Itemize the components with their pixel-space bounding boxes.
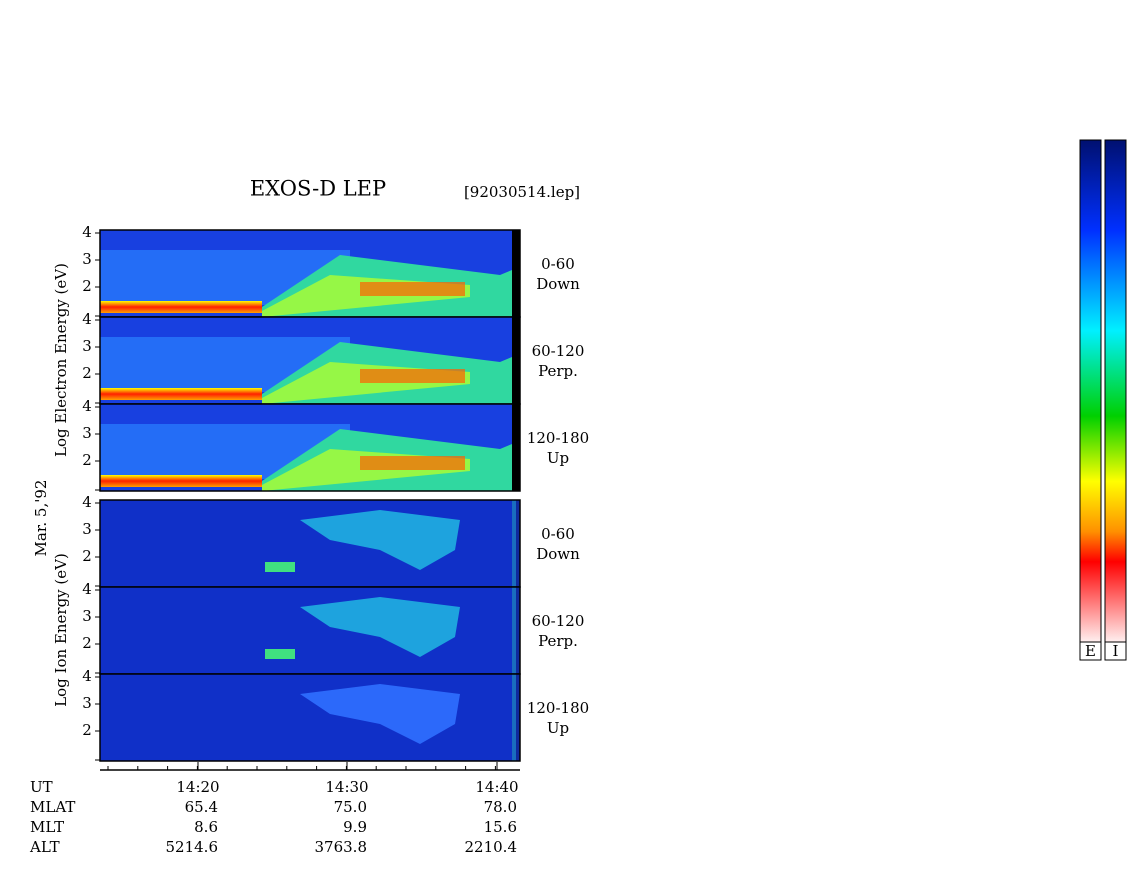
spectrogram-band bbox=[100, 388, 262, 400]
spectrogram-ion bbox=[300, 684, 460, 744]
y-tick-label: 4 bbox=[82, 397, 92, 415]
y-tick-label: 2 bbox=[82, 451, 92, 469]
spectrogram-red bbox=[360, 282, 465, 296]
y-tick-label: 3 bbox=[82, 337, 92, 355]
spectrogram-strip bbox=[512, 500, 520, 587]
footer-value: 8.6 bbox=[194, 818, 218, 836]
spectrogram-bg bbox=[100, 587, 520, 674]
y-tick-label: 3 bbox=[82, 694, 92, 712]
spectrogram-red bbox=[360, 456, 465, 470]
group-label: Log Ion Energy (eV) bbox=[52, 553, 70, 707]
spectrogram-blob bbox=[265, 562, 295, 572]
panel-direction: Up bbox=[547, 449, 569, 467]
colorbar-label: E bbox=[1085, 642, 1096, 660]
spectrogram-edge bbox=[512, 674, 516, 761]
y-tick-label: 2 bbox=[82, 364, 92, 382]
y-tick-label: 3 bbox=[82, 607, 92, 625]
file-name: [92030514.lep] bbox=[464, 183, 580, 201]
spectrogram-edge bbox=[512, 587, 516, 674]
y-tick-label: 4 bbox=[82, 667, 92, 685]
panel-direction: Perp. bbox=[538, 632, 578, 650]
y-tick-label: 4 bbox=[82, 310, 92, 328]
panel-angle: 60-120 bbox=[532, 612, 585, 630]
footer-value: 2210.4 bbox=[465, 838, 518, 856]
spectrogram-strip bbox=[512, 404, 520, 491]
footer-value: 15.6 bbox=[484, 818, 517, 836]
y-tick-label: 4 bbox=[82, 580, 92, 598]
footer-value: 5214.6 bbox=[166, 838, 219, 856]
spectrogram-ion bbox=[300, 597, 460, 657]
title: EXOS-D LEP bbox=[250, 177, 386, 201]
footer-label: UT bbox=[30, 778, 53, 796]
spectrogram-edge bbox=[512, 500, 516, 587]
footer-value: 9.9 bbox=[343, 818, 367, 836]
colorbar-label: I bbox=[1113, 642, 1119, 660]
spectrogram-blob bbox=[265, 649, 295, 659]
colorbar bbox=[1104, 139, 1127, 643]
panel-frame bbox=[99, 403, 521, 492]
panel-frame bbox=[99, 673, 521, 762]
x-tick-label: 14:30 bbox=[325, 778, 368, 796]
panel-angle: 120-180 bbox=[527, 699, 589, 717]
y-tick-label: 3 bbox=[82, 250, 92, 268]
y-tick-label: 4 bbox=[82, 223, 92, 241]
spectrogram-bg bbox=[100, 674, 520, 761]
x-tick-label: 14:20 bbox=[176, 778, 219, 796]
panel-angle: 60-120 bbox=[532, 342, 585, 360]
footer-value: 65.4 bbox=[185, 798, 218, 816]
spectrogram-strip bbox=[512, 317, 520, 404]
panel-angle: 120-180 bbox=[527, 429, 589, 447]
spectrogram-ion bbox=[300, 510, 460, 570]
spectrogram-strip bbox=[512, 230, 520, 317]
panel-angle: 0-60 bbox=[541, 525, 575, 543]
panel-direction: Up bbox=[547, 719, 569, 737]
y-tick-label: 2 bbox=[82, 721, 92, 739]
panel-direction: Perp. bbox=[538, 362, 578, 380]
panel-direction: Down bbox=[536, 545, 580, 563]
footer-value: 3763.8 bbox=[315, 838, 368, 856]
spectrogram-strip bbox=[512, 587, 520, 674]
x-tick-label: 14:40 bbox=[475, 778, 518, 796]
colorbar-label-box bbox=[1079, 641, 1102, 661]
y-tick-label: 2 bbox=[82, 547, 92, 565]
footer-label: MLAT bbox=[30, 798, 75, 816]
spectrogram-band bbox=[100, 475, 262, 487]
date: Mar. 5,'92 bbox=[32, 480, 50, 557]
footer-label: ALT bbox=[29, 838, 60, 856]
y-tick-label: 3 bbox=[82, 520, 92, 538]
spectrogram-red bbox=[360, 369, 465, 383]
y-tick-label: 2 bbox=[82, 634, 92, 652]
panel-angle: 0-60 bbox=[541, 255, 575, 273]
y-tick-label: 4 bbox=[82, 493, 92, 511]
spectrogram-band bbox=[100, 301, 262, 313]
colorbar bbox=[1079, 139, 1102, 643]
footer-value: 78.0 bbox=[484, 798, 517, 816]
spectrogram-strip bbox=[512, 674, 520, 761]
footer-value: 75.0 bbox=[334, 798, 367, 816]
y-tick-label: 3 bbox=[82, 424, 92, 442]
y-tick-label: 2 bbox=[82, 277, 92, 295]
group-label: Log Electron Energy (eV) bbox=[52, 263, 70, 457]
spectrogram-bg bbox=[100, 500, 520, 587]
footer-label: MLT bbox=[30, 818, 64, 836]
panel-direction: Down bbox=[536, 275, 580, 293]
colorbar-label-box bbox=[1104, 641, 1127, 661]
